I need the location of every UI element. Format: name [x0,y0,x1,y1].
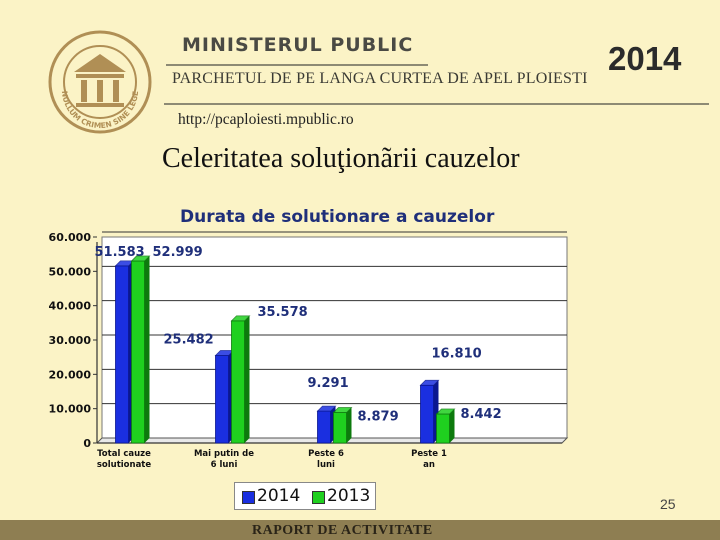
chart-legend: 2014 2013 [234,482,376,510]
x-tick-label: 6 luni [211,460,238,470]
legend-swatch-2013 [312,491,325,504]
y-tick-label: 10.000 [49,403,92,416]
legend-label-2014: 2014 [257,486,301,506]
bar-2014-0 [115,265,129,444]
x-tick-label: an [423,460,435,470]
x-tick-label: Total cauze [97,449,151,459]
data-label-2014-2: 9.291 [308,376,349,391]
bar-2014-1 [215,355,229,444]
bar-2013-1 [231,320,245,444]
bar-chart: 0 10.000 20.000 30.000 40.000 50.000 60.00051.… [49,231,569,470]
page-number: 25 [660,496,676,512]
x-tick-label: Peste 6 [308,449,344,459]
bar-top-2014-3 [419,379,440,386]
x-tick-label: Peste 1 [411,449,447,459]
header-divider-long [164,103,709,105]
bar-2013-3 [436,413,450,444]
y-tick-label: 50.000 [49,265,92,278]
legend-label-2013: 2013 [327,486,371,506]
x-tick-label: Mai putin de [194,449,254,459]
x-tick-label: luni [317,460,335,470]
y-tick-label: 0 [83,437,91,450]
data-label-2013-1: 35.578 [258,305,308,320]
institution-name: PARCHETUL DE PE LANGA CURTEA DE APEL PLO… [172,70,588,87]
footer-text: RAPORT DE ACTIVITATE [252,523,433,538]
header-divider [166,64,428,66]
x-tick-label: solutionate [97,460,152,470]
bar-2013-2 [333,412,347,444]
bar-top-2014-2 [316,405,337,412]
chart-title: Durata de solutionare a cauzelor [180,207,495,227]
bar-side-2013-3 [449,409,455,443]
legend-swatch-2014 [242,491,255,504]
footer-bar [0,520,720,540]
plot-area [101,236,568,439]
bar-2014-3 [420,384,434,444]
bar-side-2013-0 [144,256,150,443]
data-label-2013-3: 8.442 [461,407,502,422]
bar-side-2013-1 [244,315,250,443]
data-label-2014-3: 16.810 [432,346,482,361]
ministry-name: MINISTERUL PUBLIC [182,34,414,56]
data-label-2013-2: 8.879 [358,410,399,425]
report-year: 2014 [608,40,682,77]
bar-2014-2 [317,410,331,444]
y-tick-label: 20.000 [49,368,92,381]
data-label-2014-1: 25.482 [164,333,214,348]
slide-title: Celeritatea soluţionãrii cauzelor [162,143,520,174]
bar-2013-0 [131,260,145,444]
y-tick-label: 30.000 [49,334,92,347]
data-label-2014-0: 51.583 [95,245,145,260]
ministry-logo: NULLUM CRIMEN SINE LEGE [48,30,152,134]
bar-side-2013-2 [346,407,352,443]
y-tick-label: 60.000 [49,231,92,244]
y-tick-label: 40.000 [49,300,92,313]
data-label-2013-0: 52.999 [153,245,203,260]
website-url[interactable]: http://pcaploiesti.mpublic.ro [178,111,354,128]
